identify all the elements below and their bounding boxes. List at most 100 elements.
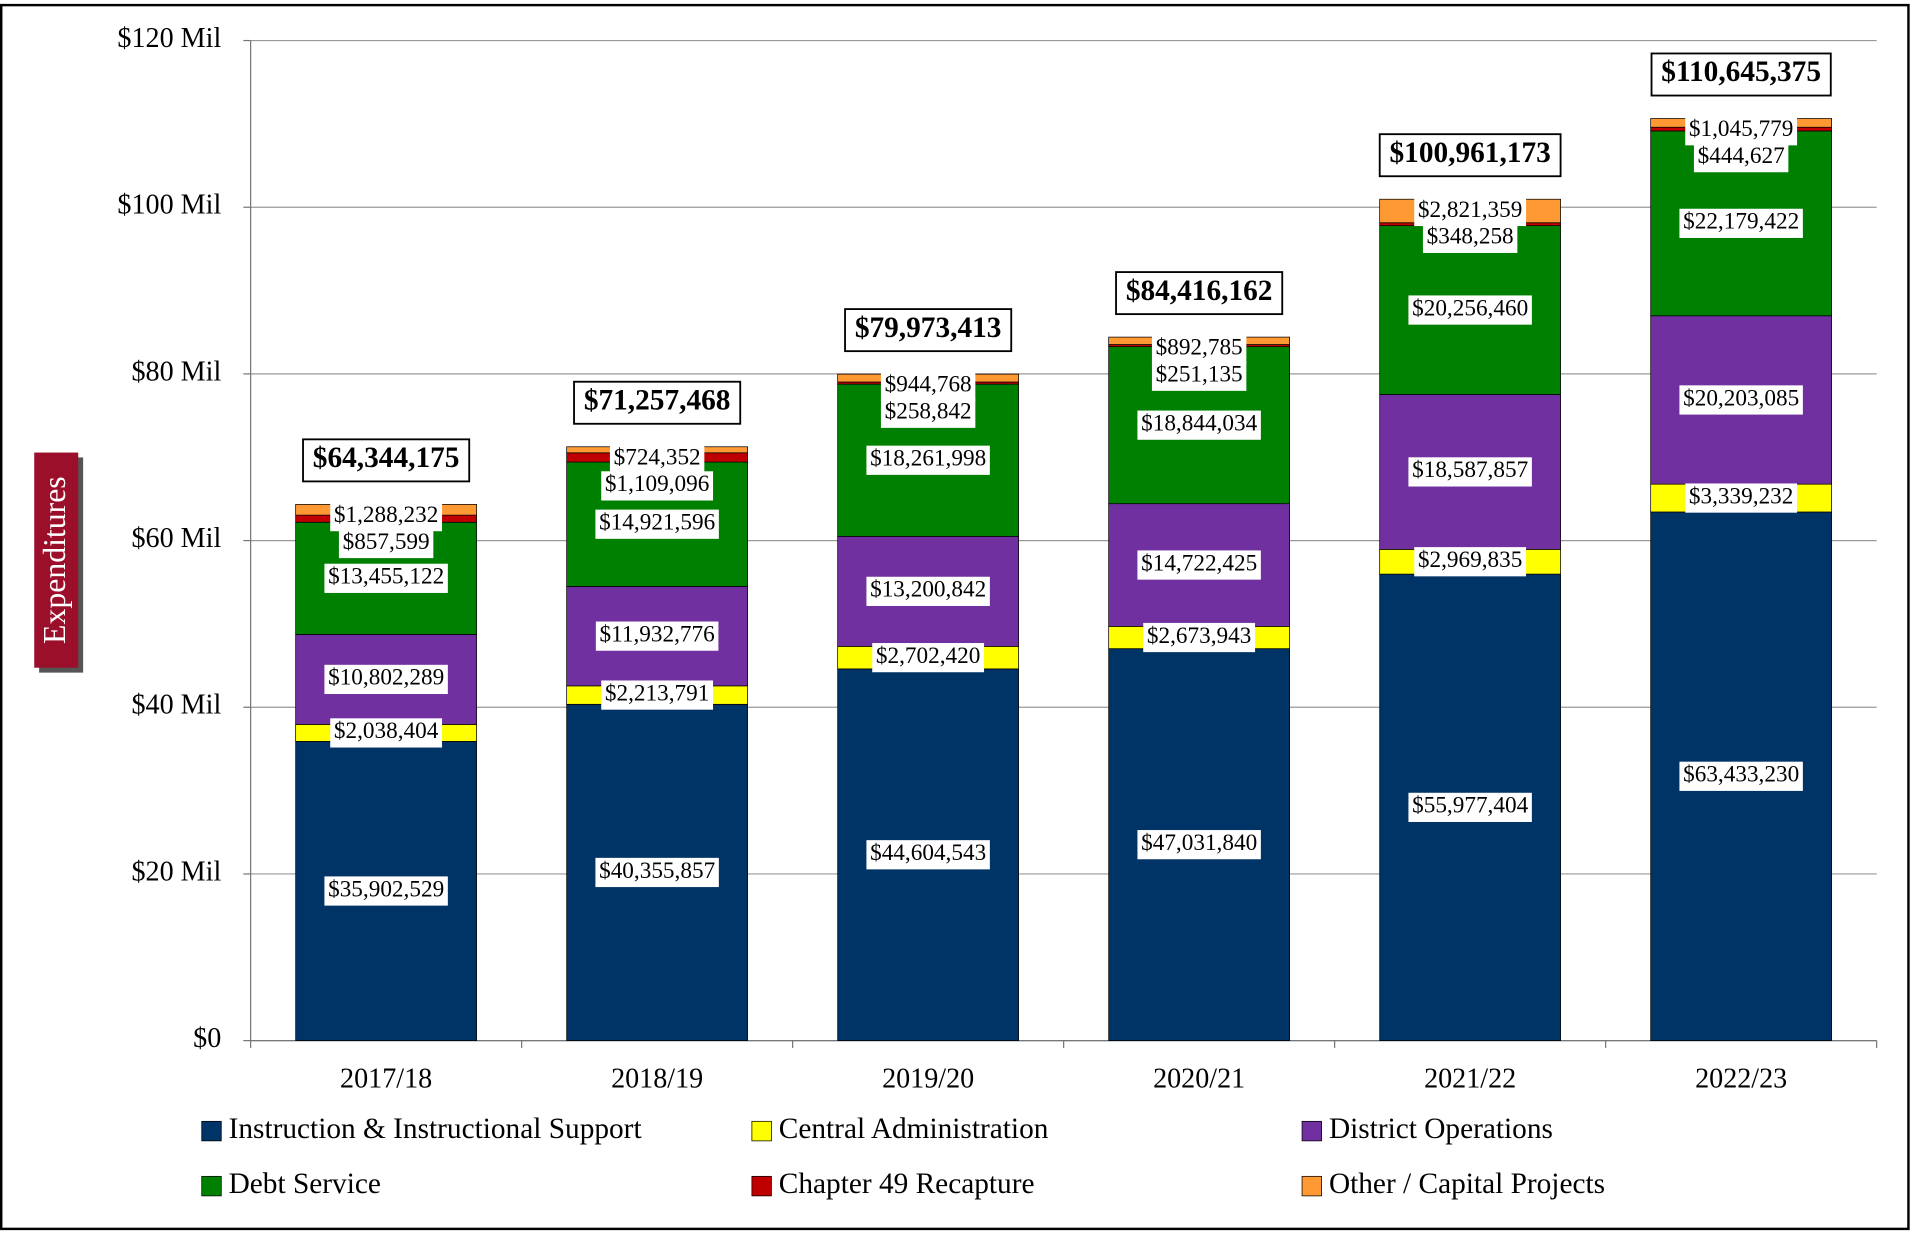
label-box xyxy=(1414,547,1527,577)
label-box xyxy=(1137,550,1261,580)
label-group: $2,821,359 xyxy=(1414,197,1527,227)
label-group: $1,045,779 xyxy=(1685,116,1798,146)
label-box xyxy=(1151,334,1247,364)
label-box xyxy=(1685,116,1798,146)
label-group: $2,702,420 xyxy=(872,643,985,673)
x-tick-label: 2017/18 xyxy=(340,1063,432,1094)
x-tick-label: 2022/23 xyxy=(1695,1063,1787,1094)
label-box xyxy=(1650,52,1832,97)
label-box xyxy=(1143,622,1256,653)
y-tick-label: $80 Mil xyxy=(131,356,221,387)
label-group: $2,038,404 xyxy=(330,718,443,748)
label-box xyxy=(866,840,990,870)
label-box xyxy=(330,718,443,748)
legend-label: Chapter 49 Recapture xyxy=(779,1168,1035,1200)
legend-swatch xyxy=(751,1120,772,1142)
label-group: $64,344,175 xyxy=(302,438,471,483)
value-label: $251,135 xyxy=(1156,362,1243,388)
legend-swatch xyxy=(201,1120,222,1142)
total-label: $71,257,468 xyxy=(584,384,731,416)
label-group: $348,258 xyxy=(1422,224,1518,253)
label-group: $11,932,776 xyxy=(595,621,719,651)
label-group: $20,203,085 xyxy=(1679,385,1803,415)
value-label: $2,702,420 xyxy=(876,643,980,669)
label-group: $110,645,375 xyxy=(1650,52,1832,97)
y-axis-title: Expenditures xyxy=(37,476,72,644)
label-group: $2,213,791 xyxy=(601,680,714,710)
total-label: $84,416,162 xyxy=(1126,275,1273,307)
label-box xyxy=(866,445,990,475)
label-box xyxy=(1151,361,1247,391)
label-group: $79,973,413 xyxy=(844,308,1013,353)
label-group: $1,288,232 xyxy=(330,502,443,532)
y-tick-label: $20 Mil xyxy=(131,856,221,887)
value-label: $2,969,835 xyxy=(1418,547,1522,573)
total-label: $110,645,375 xyxy=(1661,56,1821,88)
value-label: $348,258 xyxy=(1427,224,1514,250)
label-group: $10,802,289 xyxy=(324,664,448,695)
legend-swatch xyxy=(1301,1175,1322,1197)
value-label: $40,355,857 xyxy=(599,858,715,884)
y-title-box xyxy=(34,452,79,668)
value-label: $892,785 xyxy=(1156,335,1243,361)
legend-label: Instruction & Instructional Support xyxy=(229,1113,642,1145)
label-box xyxy=(595,621,719,651)
label-group: $2,969,835 xyxy=(1414,547,1527,577)
label-box xyxy=(302,438,471,483)
x-tick-label: 2019/20 xyxy=(882,1063,974,1094)
value-label: $10,802,289 xyxy=(328,665,444,691)
label-box xyxy=(573,380,742,425)
label-box xyxy=(324,876,448,906)
label-group: $40,355,857 xyxy=(595,857,719,888)
label-box xyxy=(1679,385,1803,415)
label-box xyxy=(1408,457,1532,487)
label-group: $857,599 xyxy=(338,529,434,559)
label-box xyxy=(880,371,976,401)
label-box xyxy=(844,308,1013,353)
legend-label: Other / Capital Projects xyxy=(1329,1168,1605,1200)
label-group: $2,673,943 xyxy=(1143,622,1256,653)
y-tick-label: $60 Mil xyxy=(131,523,221,554)
value-label: $18,844,034 xyxy=(1141,410,1257,436)
label-group: $13,455,122 xyxy=(324,564,448,593)
value-label: $35,902,529 xyxy=(328,876,444,902)
label-group: $13,200,842 xyxy=(866,577,990,606)
label-box xyxy=(601,680,714,710)
label-box xyxy=(601,471,714,501)
label-box xyxy=(324,664,448,695)
value-label: $22,179,422 xyxy=(1683,209,1799,235)
label-group: $20,256,460 xyxy=(1408,295,1532,325)
value-label: $18,587,857 xyxy=(1412,457,1528,483)
label-group: $22,179,422 xyxy=(1679,209,1803,238)
label-box xyxy=(1408,792,1532,822)
label-group: $14,921,596 xyxy=(595,510,719,539)
value-label: $13,455,122 xyxy=(328,564,444,590)
value-label: $20,203,085 xyxy=(1683,385,1799,411)
legend-swatch xyxy=(1301,1120,1322,1142)
label-group: $944,768 xyxy=(880,371,976,401)
label-group: $892,785 xyxy=(1151,334,1247,364)
label-group: $84,416,162 xyxy=(1115,271,1284,316)
value-label: $20,256,460 xyxy=(1412,295,1528,321)
label-group: $724,352 xyxy=(609,444,705,474)
value-label: $857,599 xyxy=(343,529,430,555)
label-box xyxy=(609,444,705,474)
value-label: $13,200,842 xyxy=(870,577,986,603)
legend-swatch xyxy=(201,1175,222,1197)
value-label: $18,261,998 xyxy=(870,446,986,472)
label-box xyxy=(1685,483,1798,513)
label-box xyxy=(595,857,719,888)
label-box xyxy=(880,398,976,428)
label-group: $47,031,840 xyxy=(1137,830,1261,860)
value-label: $1,045,779 xyxy=(1689,116,1793,142)
label-group: $3,339,232 xyxy=(1685,483,1798,513)
value-label: $2,213,791 xyxy=(605,680,709,706)
x-tick-label: 2021/22 xyxy=(1424,1063,1516,1094)
label-box xyxy=(1693,143,1789,173)
label-box xyxy=(1378,133,1562,178)
label-box xyxy=(1115,271,1284,316)
value-label: $55,977,404 xyxy=(1412,793,1528,819)
label-box xyxy=(1679,761,1803,791)
